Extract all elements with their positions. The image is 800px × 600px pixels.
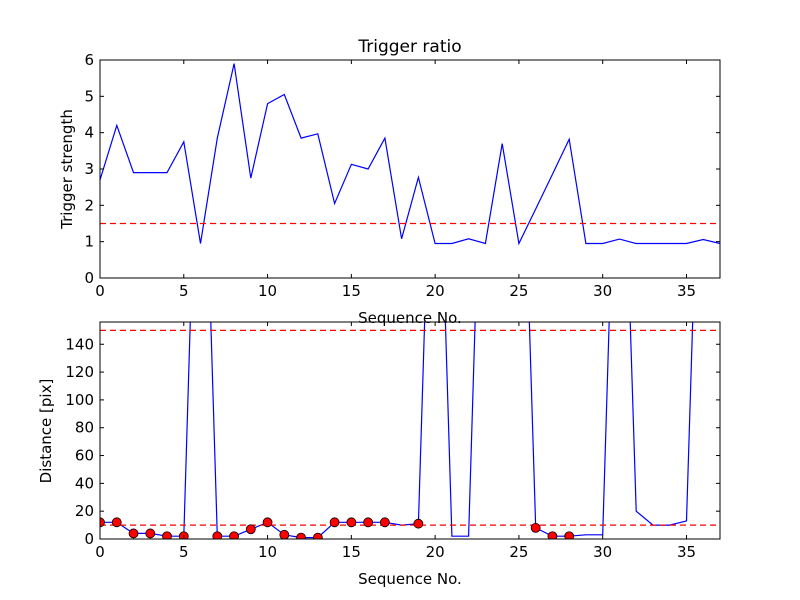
x-tick-label: 5 xyxy=(179,282,189,300)
distance-panel: 0 5 10 15 20 25 30 35 0 20 40 60 80 100 120 140 Sequenc… xyxy=(37,321,721,588)
y-tick-label: 3 xyxy=(84,160,94,178)
y-tick-label: 4 xyxy=(84,124,94,142)
data-point-marker xyxy=(162,531,172,539)
data-point-marker xyxy=(564,531,575,539)
y-tick-label: 100 xyxy=(65,391,94,409)
y-tick-label: 80 xyxy=(75,419,94,437)
data-series-line xyxy=(100,63,720,246)
y-tick-label: 20 xyxy=(75,502,94,520)
data-point-marker xyxy=(329,517,340,528)
data-point-marker xyxy=(547,531,558,539)
y-tick-label: 0 xyxy=(84,530,94,548)
data-point-marker xyxy=(245,524,256,535)
x-tick-label: 0 xyxy=(95,543,105,561)
data-point-marker xyxy=(145,528,156,539)
data-point-marker xyxy=(229,531,239,539)
data-point-marker xyxy=(413,518,424,529)
data-point-marker xyxy=(212,531,223,539)
chart-title: Trigger ratio xyxy=(357,37,461,57)
y-tick-label: 1 xyxy=(84,233,94,251)
x-tick-label: 15 xyxy=(342,543,361,561)
data-point-marker xyxy=(262,517,273,528)
y-tick-label: 120 xyxy=(65,363,94,381)
trigger-plot-area: 0 5 10 15 20 25 30 35 0 1 2 3 4 5 6 xyxy=(84,51,721,300)
data-layer xyxy=(100,322,720,539)
y-axis-label: Distance [pix] xyxy=(37,379,55,484)
y-tick-label: 0 xyxy=(84,269,94,287)
y-tick-label: 140 xyxy=(65,335,94,353)
plot-frame xyxy=(99,59,721,279)
x-tick-label: 30 xyxy=(593,543,612,561)
y-tick-label: 6 xyxy=(84,51,94,69)
x-tick-label: 15 xyxy=(342,282,361,300)
x-tick-label: 25 xyxy=(509,282,528,300)
distance-plot-area: 0 5 10 15 20 25 30 35 0 20 40 60 80 100 120 140 xyxy=(65,321,721,561)
x-axis-label: Sequence No. xyxy=(358,309,462,327)
data-point-marker xyxy=(128,528,139,539)
data-point-marker xyxy=(296,532,306,539)
data-point-marker xyxy=(379,517,390,528)
trigger-ratio-panel: Trigger ratio 0 5 10 15 20 25 30 35 0 1 2 3 4 5 6 Sequ… xyxy=(58,37,721,327)
y-tick-label: 5 xyxy=(84,87,94,105)
data-point-marker xyxy=(346,517,357,528)
x-tick-label: 10 xyxy=(258,543,277,561)
x-tick-label: 35 xyxy=(677,282,696,300)
data-point-marker xyxy=(363,517,374,528)
data-point-marker xyxy=(100,517,105,528)
x-tick-label: 35 xyxy=(677,543,696,561)
x-tick-label: 0 xyxy=(95,282,105,300)
data-point-marker xyxy=(312,532,323,539)
x-tick-label: 20 xyxy=(426,543,445,561)
y-axis-label: Trigger strength xyxy=(58,109,76,230)
x-tick-label: 10 xyxy=(258,282,277,300)
x-tick-label: 5 xyxy=(179,543,189,561)
plot-frame xyxy=(99,321,721,540)
data-point-marker xyxy=(111,517,122,528)
x-tick-label: 30 xyxy=(593,282,612,300)
x-axis-label: Sequence No. xyxy=(358,570,462,588)
y-tick-label: 60 xyxy=(75,447,94,465)
x-tick-label: 20 xyxy=(426,282,445,300)
data-layer xyxy=(100,63,720,246)
y-tick-label: 2 xyxy=(84,196,94,214)
data-point-marker xyxy=(279,529,290,539)
x-tick-label: 25 xyxy=(509,543,528,561)
data-point-marker xyxy=(530,522,541,533)
y-tick-label: 40 xyxy=(75,474,94,492)
data-series-line xyxy=(100,322,694,539)
